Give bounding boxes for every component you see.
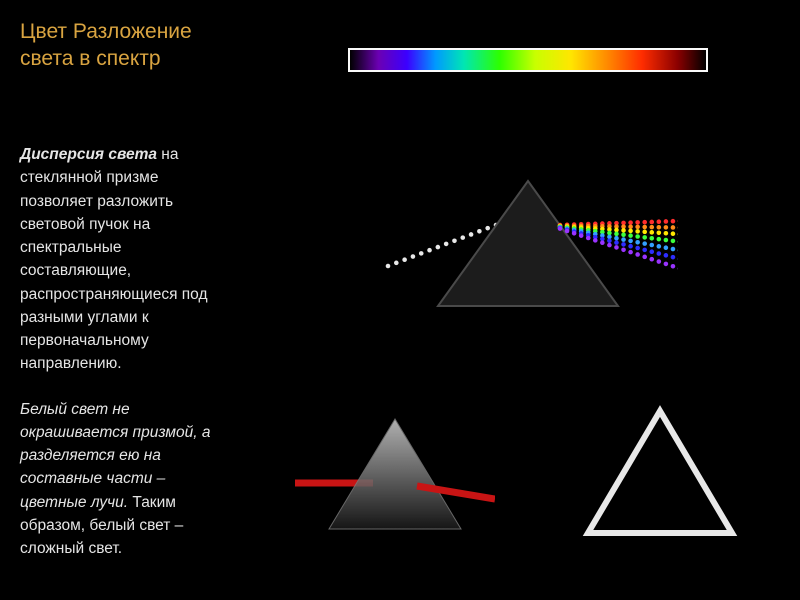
paragraph2-italic: Белый свет не окрашивается призмой, а ра…	[20, 401, 210, 511]
paragraph-dispersion: Дисперсия света на стеклянной призме поз…	[20, 143, 230, 376]
prism-outline-diagram	[560, 391, 760, 551]
bottom-images-wrap	[295, 373, 760, 571]
top-image-wrap	[295, 145, 760, 343]
prism-dispersion-diagram	[378, 156, 678, 331]
prism-top-svg	[378, 156, 678, 331]
prism-br-svg	[560, 391, 760, 551]
slide: Цвет Разложение света в спектр Дисперсия…	[0, 0, 800, 600]
title-cell: Цвет Разложение света в спектр	[0, 0, 250, 120]
prism-red-beam-diagram	[295, 391, 495, 551]
visible-spectrum-bar	[348, 48, 708, 72]
spectrum-cell	[255, 0, 800, 120]
term-dispersion: Дисперсия света	[20, 146, 157, 163]
body-text-cell: Дисперсия света на стеклянной призме поз…	[0, 125, 250, 600]
slide-title: Цвет Разложение света в спектр	[20, 18, 230, 73]
prism-bl-svg	[295, 391, 495, 551]
paragraph-white-light: Белый свет не окрашивается призмой, а ра…	[20, 398, 230, 561]
images-cell	[255, 125, 800, 600]
paragraph1-rest: на стеклянной призме позволяет разложить…	[20, 146, 208, 372]
